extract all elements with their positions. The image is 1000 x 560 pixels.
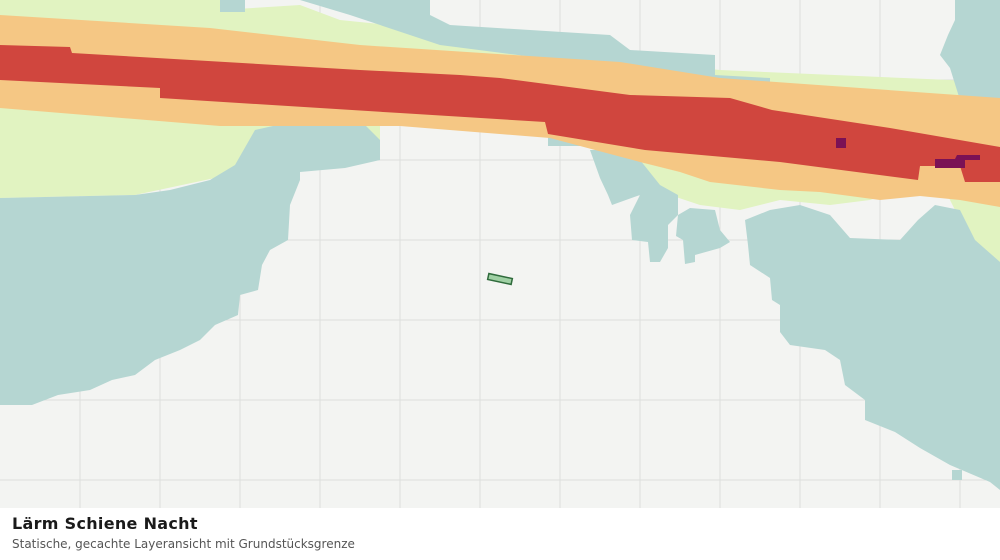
noise-zone-high xyxy=(0,45,1000,182)
map-view xyxy=(0,0,1000,508)
noise-zone-minimal xyxy=(940,0,1000,100)
layer-title: Lärm Schiene Nacht xyxy=(12,514,198,533)
noise-zone-critical xyxy=(836,138,846,148)
parcel-boundary xyxy=(486,272,514,286)
noise-zone-critical xyxy=(935,155,980,168)
noise-zone-minimal xyxy=(0,120,380,405)
noise-zone-minimal xyxy=(590,150,678,262)
noise-zone-minimal xyxy=(676,208,730,264)
noise-zone-minimal xyxy=(952,470,962,480)
layer-subtitle: Statische, gecachte Layeransicht mit Gru… xyxy=(12,537,355,551)
noise-zone-minimal xyxy=(300,0,770,88)
noise-zone-minimal xyxy=(220,0,245,12)
noise-zone-minimal xyxy=(745,205,1000,490)
caption: Lärm Schiene Nacht Statische, gecachte L… xyxy=(0,508,1000,560)
